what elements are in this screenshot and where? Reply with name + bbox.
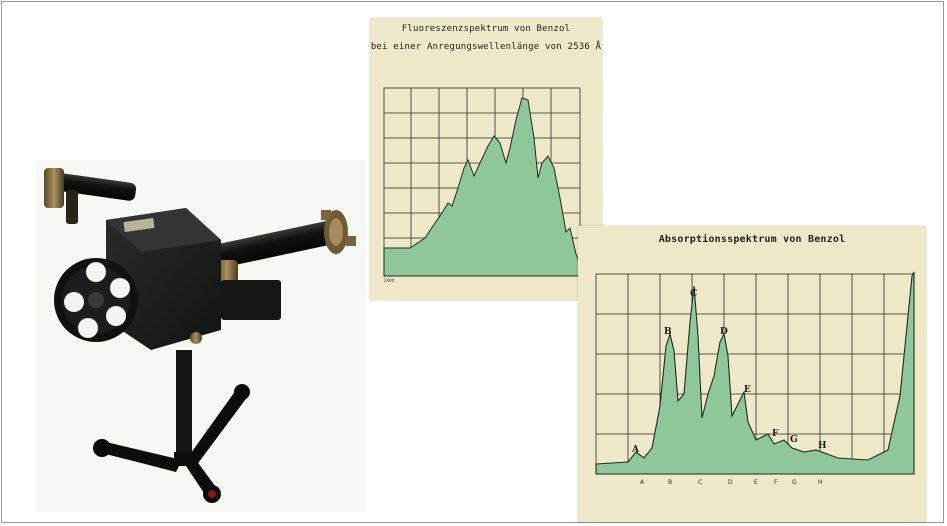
peak-label-f: F bbox=[772, 429, 779, 439]
bottom-label-h: H bbox=[818, 479, 823, 486]
absorption-spectrum-card: Absorptionsspektrum von Benzol A B C D E… bbox=[578, 226, 926, 522]
bottom-label-e: E bbox=[754, 479, 758, 486]
fluorescence-bottom-scale: 2400 bbox=[384, 278, 395, 283]
absorption-title: Absorptionsspektrum von Benzol bbox=[658, 234, 846, 245]
bottom-label-g: G bbox=[792, 479, 797, 486]
fluorescence-title-line1: Fluoreszenzspektrum von Benzol bbox=[401, 24, 571, 34]
bottom-label-a: A bbox=[640, 479, 645, 486]
absorption-chart: A B C D E F G H A B C D E F G H bbox=[595, 271, 915, 486]
peak-label-g: G bbox=[790, 435, 798, 445]
peak-label-d: D bbox=[720, 327, 728, 337]
spectroscope-photo bbox=[36, 160, 366, 512]
peak-label-e: E bbox=[744, 385, 751, 395]
peak-label-a: A bbox=[631, 445, 640, 455]
bottom-label-b: B bbox=[668, 479, 672, 486]
bottom-label-d: D bbox=[728, 479, 733, 486]
bottom-label-c: C bbox=[698, 479, 702, 486]
peak-label-h: H bbox=[818, 441, 827, 451]
fluorescence-spectrum-card: Fluoreszenzspektrum von Benzol bei einer… bbox=[370, 18, 602, 300]
bottom-label-f: F bbox=[774, 479, 778, 486]
fluorescence-title-line2: bei einer Anregungswellenlänge von 2536 … bbox=[370, 42, 602, 52]
peak-label-b: B bbox=[664, 327, 672, 337]
peak-label-c: C bbox=[690, 289, 697, 299]
fluorescence-chart: 2400 bbox=[383, 87, 581, 283]
spectroscope-on-tripod-icon bbox=[44, 168, 356, 503]
